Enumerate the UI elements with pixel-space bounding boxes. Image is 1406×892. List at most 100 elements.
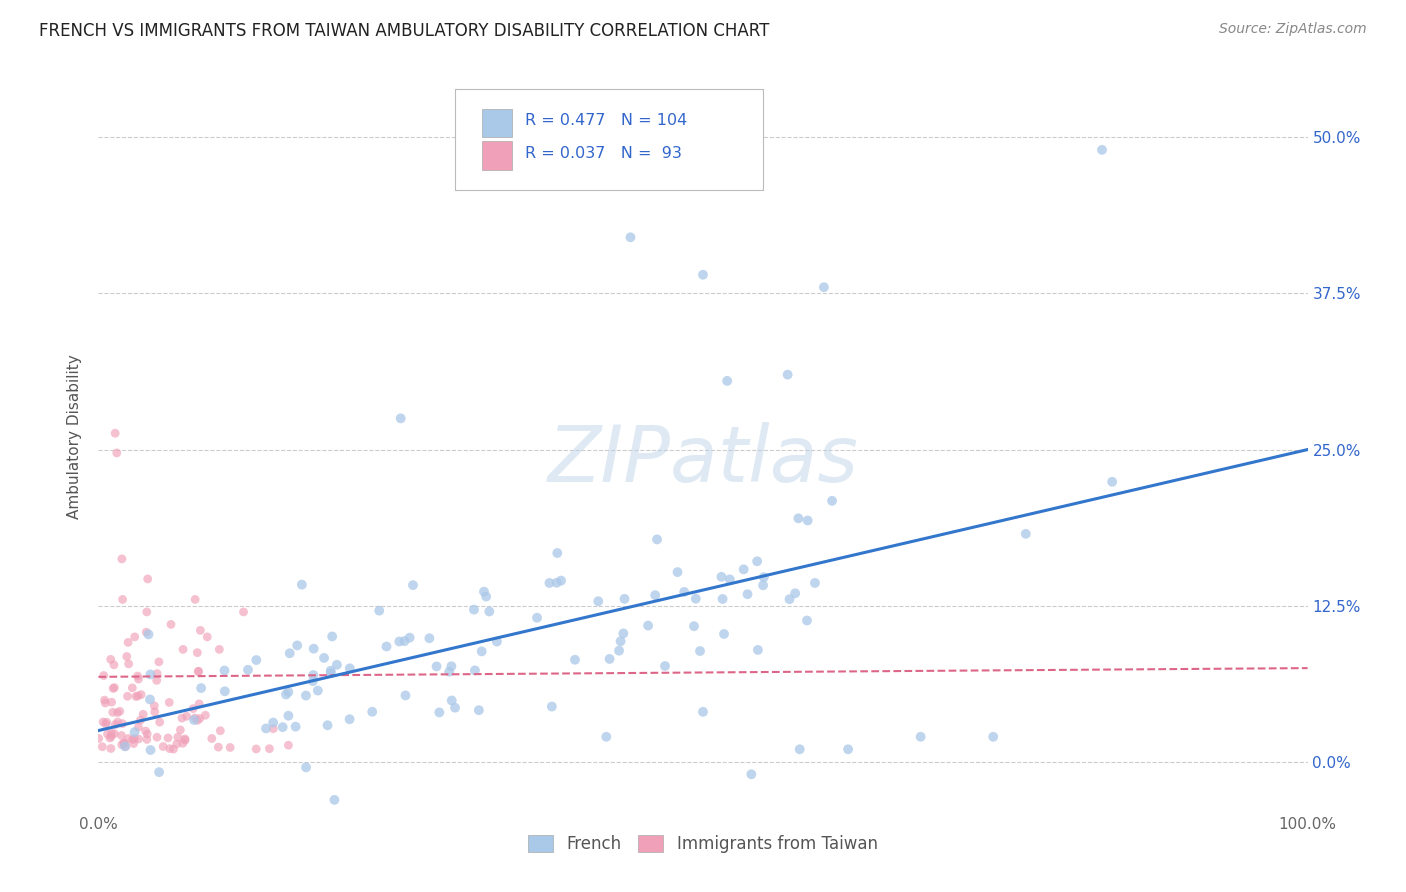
Point bbox=[148, 655, 170, 669]
Point bbox=[214, 684, 236, 698]
Point bbox=[101, 705, 124, 719]
Point bbox=[96, 727, 118, 741]
Bar bbox=[482, 141, 512, 169]
Point bbox=[186, 646, 208, 660]
Point bbox=[214, 664, 236, 678]
Point bbox=[1091, 143, 1114, 157]
Point bbox=[135, 732, 157, 747]
Point bbox=[550, 574, 572, 588]
Point bbox=[209, 723, 232, 738]
Point bbox=[274, 688, 297, 702]
Point bbox=[148, 765, 170, 780]
Point bbox=[339, 712, 361, 726]
Point bbox=[785, 586, 807, 600]
Point bbox=[302, 668, 325, 682]
Point bbox=[132, 707, 155, 722]
Point bbox=[277, 738, 299, 752]
Point bbox=[139, 692, 162, 706]
Point bbox=[796, 614, 818, 628]
Point bbox=[111, 592, 134, 607]
Text: R = 0.477   N = 104: R = 0.477 N = 104 bbox=[526, 113, 688, 128]
Point bbox=[188, 712, 211, 726]
Point bbox=[645, 533, 668, 547]
Point bbox=[94, 696, 117, 710]
Point bbox=[425, 659, 447, 673]
Point bbox=[181, 701, 204, 715]
Point bbox=[149, 715, 172, 730]
Point bbox=[666, 565, 689, 579]
Point bbox=[127, 720, 149, 734]
Point bbox=[444, 700, 467, 714]
Point bbox=[747, 643, 769, 657]
Point bbox=[323, 793, 346, 807]
FancyBboxPatch shape bbox=[456, 88, 763, 190]
Point bbox=[111, 738, 134, 752]
Point bbox=[776, 368, 799, 382]
Point bbox=[361, 705, 384, 719]
Point bbox=[710, 570, 733, 584]
Point bbox=[546, 575, 568, 590]
Point bbox=[122, 737, 145, 751]
Point bbox=[170, 711, 193, 725]
Point bbox=[437, 665, 460, 679]
Point bbox=[821, 493, 844, 508]
Point bbox=[301, 674, 323, 689]
Point bbox=[612, 626, 634, 640]
Point bbox=[981, 730, 1004, 744]
Point bbox=[112, 736, 135, 750]
Point bbox=[737, 587, 759, 601]
Point bbox=[1101, 475, 1123, 489]
Point bbox=[157, 731, 180, 745]
Point bbox=[440, 659, 463, 673]
Point bbox=[136, 727, 159, 741]
Point bbox=[143, 705, 166, 719]
Point bbox=[103, 681, 125, 695]
Point bbox=[910, 730, 932, 744]
Point bbox=[789, 742, 811, 756]
Point bbox=[172, 642, 194, 657]
Point bbox=[160, 617, 183, 632]
Point bbox=[740, 767, 762, 781]
Point bbox=[673, 585, 696, 599]
Point bbox=[129, 688, 152, 702]
Point bbox=[186, 714, 208, 728]
Point bbox=[813, 280, 835, 294]
Point bbox=[124, 630, 146, 644]
Point bbox=[118, 657, 141, 671]
Text: FRENCH VS IMMIGRANTS FROM TAIWAN AMBULATORY DISABILITY CORRELATION CHART: FRENCH VS IMMIGRANTS FROM TAIWAN AMBULAT… bbox=[39, 22, 769, 40]
Point bbox=[692, 268, 714, 282]
Point bbox=[135, 605, 157, 619]
Point bbox=[148, 844, 170, 858]
Point bbox=[136, 572, 159, 586]
Point bbox=[135, 723, 157, 738]
Point bbox=[145, 673, 167, 688]
Point bbox=[162, 742, 184, 756]
Point bbox=[143, 698, 166, 713]
Point bbox=[752, 578, 775, 592]
Point bbox=[146, 666, 169, 681]
Point bbox=[93, 668, 115, 682]
Point bbox=[176, 709, 198, 723]
Point bbox=[124, 731, 146, 746]
Point bbox=[787, 511, 810, 525]
Point bbox=[195, 630, 218, 644]
Point bbox=[284, 720, 307, 734]
Point bbox=[125, 690, 148, 704]
Point bbox=[159, 741, 181, 756]
Point bbox=[146, 730, 169, 744]
Point bbox=[138, 627, 160, 641]
Point bbox=[389, 411, 412, 425]
Point bbox=[187, 665, 209, 679]
Point bbox=[101, 681, 124, 696]
Point bbox=[564, 653, 586, 667]
Point bbox=[285, 639, 308, 653]
Point bbox=[398, 631, 420, 645]
Point bbox=[368, 604, 391, 618]
Point bbox=[747, 554, 769, 568]
Point bbox=[187, 665, 209, 679]
Text: Source: ZipAtlas.com: Source: ZipAtlas.com bbox=[1219, 22, 1367, 37]
Point bbox=[184, 711, 207, 725]
Point bbox=[111, 716, 134, 731]
Point bbox=[692, 705, 714, 719]
Point bbox=[609, 634, 631, 648]
